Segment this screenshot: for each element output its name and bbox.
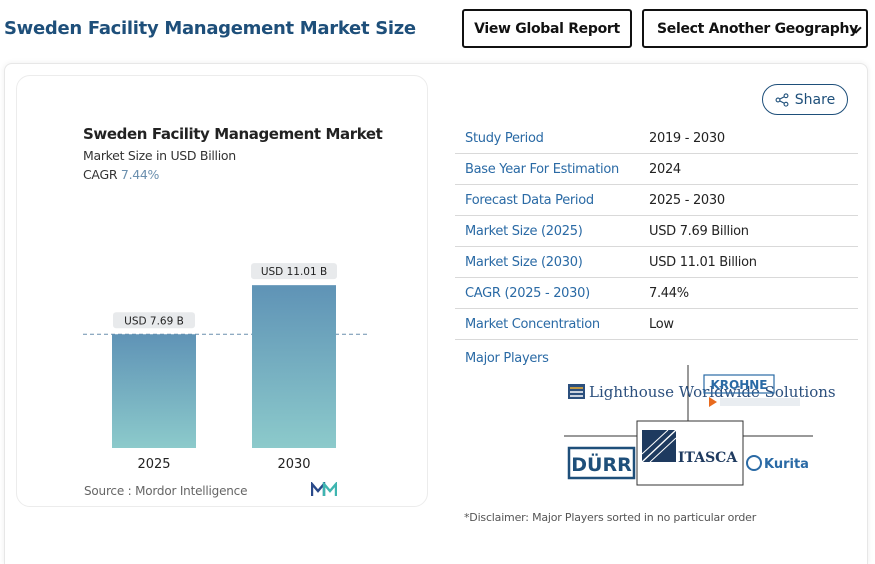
durr-logo-icon: DÜRR [567,446,636,480]
chart-panel: USD 7.69 B 2025 USD 11.01 B 2030 Sweden Fac… [16,75,428,507]
chart-source-value: Mordor Intelligence [135,484,248,498]
info-key: Forecast Data Period [465,192,594,208]
krohne-logo-icon: KROHNE [703,374,800,407]
chart-source: Source : Mordor Intelligence [84,484,247,498]
krohne-name: KROHNE [710,378,767,392]
durr-name: DÜRR [571,452,632,476]
info-value: USD 11.01 Billion [649,254,757,270]
info-row-cagr: CAGR (2025 - 2030) 7.44% [455,278,858,309]
chart-cagr-label: CAGR [83,167,118,182]
info-key: Market Size (2025) [465,223,583,239]
kurita-logo-icon: Kurita [746,455,809,472]
major-players-logos: Lighthouse Worldwide Solutions KROHNE DÜ… [564,365,836,486]
info-row-market-size-2030: Market Size (2030) USD 11.01 Billion [455,247,858,278]
kurita-name: Kurita [764,457,809,472]
market-card: USD 7.69 B 2025 USD 11.01 B 2030 Sweden Fac… [4,63,868,564]
info-row-market-size-2025: Market Size (2025) USD 7.69 Billion [455,216,858,247]
x-tick-label: 2025 [137,457,170,472]
info-key: Market Size (2030) [465,254,583,270]
itasca-logo-icon: ITASCA [641,429,738,466]
info-key: Base Year For Estimation [465,161,619,177]
share-icon [775,92,789,107]
info-row-market-concentration: Market Concentration Low [455,309,858,340]
data-label-bg [113,312,195,329]
info-value: 2025 - 2030 [649,192,725,208]
data-label: USD 7.69 B [124,315,184,327]
x-tick-label: 2030 [277,457,310,472]
info-row-forecast-period: Forecast Data Period 2025 - 2030 [455,185,858,216]
chart-title: Sweden Facility Management Market [83,125,383,143]
info-key: CAGR (2025 - 2030) [465,285,590,301]
chart-cagr: CAGR 7.44% [83,167,159,182]
info-row-base-year: Base Year For Estimation 2024 [455,154,858,185]
chart-cagr-value: 7.44% [120,167,160,182]
share-button[interactable]: Share [762,84,848,115]
info-value: 2019 - 2030 [649,130,725,146]
info-value: 2024 [649,161,681,177]
disclaimer: *Disclaimer: Major Players sorted in no … [464,511,757,524]
info-row-study-period: Study Period 2019 - 2030 [455,123,858,154]
data-label-bg [251,263,337,280]
info-key: Market Concentration [465,316,600,332]
info-key: Study Period [465,130,544,146]
info-value: Low [649,316,674,332]
share-label: Share [794,91,836,108]
geography-select-value: Select Another Geography [657,20,858,37]
geography-select[interactable]: Select Another Geography [642,9,868,48]
chart-source-label: Source : [84,484,132,498]
info-value: USD 7.69 Billion [649,223,749,239]
page-title: Sweden Facility Management Market Size [4,18,416,39]
view-global-report-button[interactable]: View Global Report [462,9,632,48]
mordor-intelligence-logo-icon [311,482,337,496]
bar-chart: USD 7.69 B 2025 USD 11.01 B 2030 [83,263,369,472]
data-label: USD 11.01 B [261,266,327,278]
itasca-name: ITASCA [678,450,738,466]
chart-subtitle: Market Size in USD Billion [83,148,236,163]
info-value: 7.44% [649,285,689,301]
info-table: Study Period 2019 - 2030 Base Year For E… [455,123,858,340]
major-players-label: Major Players [465,351,549,366]
bar-2025 [112,334,196,448]
bar-2030 [252,285,336,448]
